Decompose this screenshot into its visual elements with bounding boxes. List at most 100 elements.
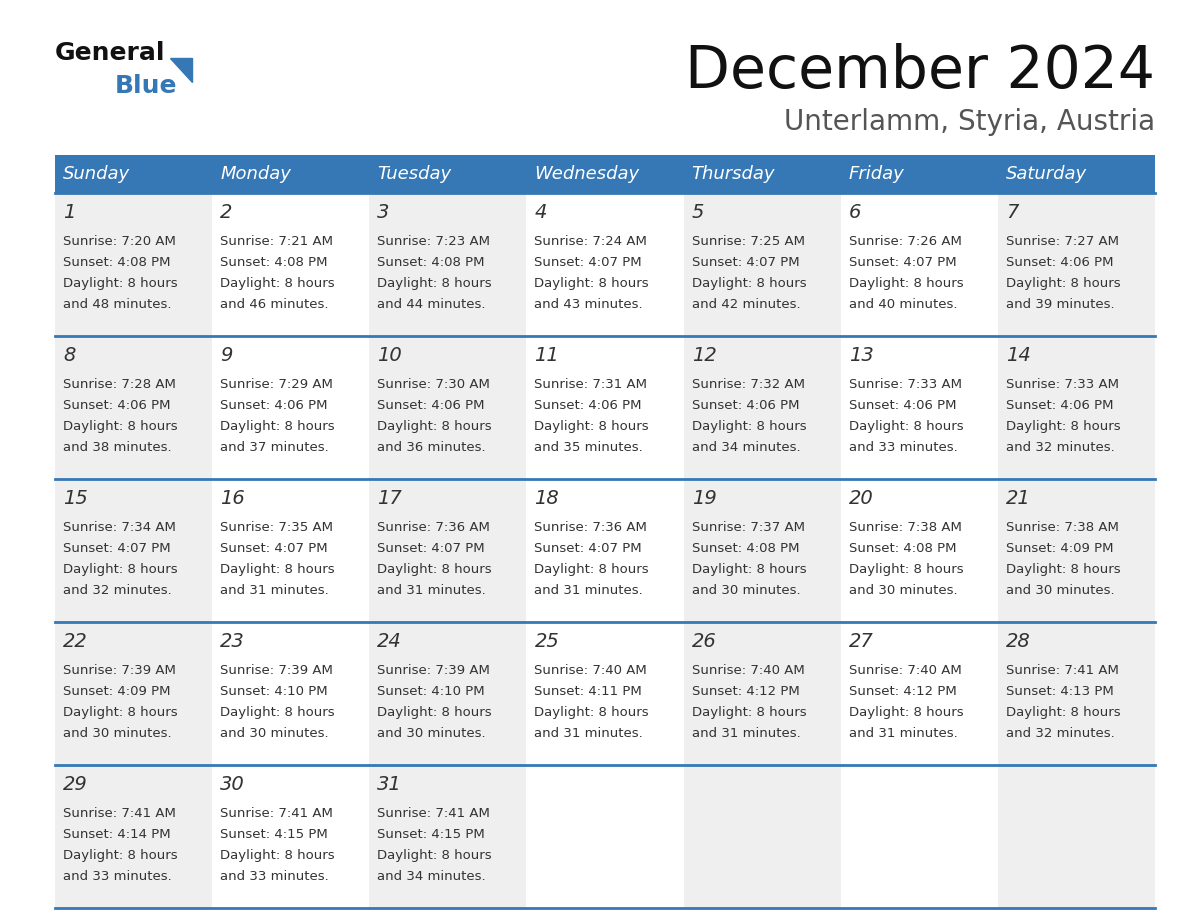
Text: 21: 21 xyxy=(1006,489,1031,508)
Text: Daylight: 8 hours: Daylight: 8 hours xyxy=(535,277,649,290)
Text: and 46 minutes.: and 46 minutes. xyxy=(220,298,329,311)
Text: Sunset: 4:07 PM: Sunset: 4:07 PM xyxy=(63,542,171,555)
Polygon shape xyxy=(170,58,192,82)
Text: Sunrise: 7:32 AM: Sunrise: 7:32 AM xyxy=(691,378,804,391)
Text: Sunrise: 7:30 AM: Sunrise: 7:30 AM xyxy=(378,378,491,391)
Text: 25: 25 xyxy=(535,632,560,651)
Text: 16: 16 xyxy=(220,489,245,508)
Text: Sunrise: 7:41 AM: Sunrise: 7:41 AM xyxy=(1006,664,1119,677)
Bar xyxy=(55,622,213,765)
Text: Daylight: 8 hours: Daylight: 8 hours xyxy=(848,277,963,290)
Text: Sunset: 4:06 PM: Sunset: 4:06 PM xyxy=(535,399,642,412)
Bar xyxy=(683,336,841,479)
Bar xyxy=(683,765,841,908)
Text: and 31 minutes.: and 31 minutes. xyxy=(848,727,958,740)
Bar xyxy=(841,622,998,765)
Text: Daylight: 8 hours: Daylight: 8 hours xyxy=(63,849,178,862)
Text: Sunset: 4:15 PM: Sunset: 4:15 PM xyxy=(220,828,328,841)
Text: and 31 minutes.: and 31 minutes. xyxy=(535,584,643,597)
Bar xyxy=(841,193,998,336)
Text: Sunrise: 7:27 AM: Sunrise: 7:27 AM xyxy=(1006,235,1119,248)
Text: Sunrise: 7:35 AM: Sunrise: 7:35 AM xyxy=(220,521,333,534)
Text: Daylight: 8 hours: Daylight: 8 hours xyxy=(220,849,335,862)
Text: Sunset: 4:08 PM: Sunset: 4:08 PM xyxy=(848,542,956,555)
Text: and 36 minutes.: and 36 minutes. xyxy=(378,441,486,454)
Bar xyxy=(526,479,683,622)
Text: Daylight: 8 hours: Daylight: 8 hours xyxy=(1006,706,1120,719)
Text: Sunset: 4:08 PM: Sunset: 4:08 PM xyxy=(378,256,485,269)
Bar xyxy=(369,336,526,479)
Bar xyxy=(213,155,369,193)
Text: Sunrise: 7:34 AM: Sunrise: 7:34 AM xyxy=(63,521,176,534)
Text: and 31 minutes.: and 31 minutes. xyxy=(535,727,643,740)
Bar xyxy=(55,155,213,193)
Text: 17: 17 xyxy=(378,489,402,508)
Text: Sunset: 4:06 PM: Sunset: 4:06 PM xyxy=(848,399,956,412)
Text: and 44 minutes.: and 44 minutes. xyxy=(378,298,486,311)
Bar xyxy=(526,193,683,336)
Text: and 32 minutes.: and 32 minutes. xyxy=(1006,727,1114,740)
Bar xyxy=(841,336,998,479)
Text: and 33 minutes.: and 33 minutes. xyxy=(63,870,172,883)
Text: and 34 minutes.: and 34 minutes. xyxy=(378,870,486,883)
Text: and 42 minutes.: and 42 minutes. xyxy=(691,298,801,311)
Text: and 43 minutes.: and 43 minutes. xyxy=(535,298,643,311)
Text: Sunrise: 7:25 AM: Sunrise: 7:25 AM xyxy=(691,235,804,248)
Text: Sunset: 4:07 PM: Sunset: 4:07 PM xyxy=(220,542,328,555)
Text: Sunset: 4:07 PM: Sunset: 4:07 PM xyxy=(535,256,642,269)
Bar xyxy=(369,155,526,193)
Text: 28: 28 xyxy=(1006,632,1031,651)
Text: Sunset: 4:10 PM: Sunset: 4:10 PM xyxy=(378,685,485,698)
Text: Blue: Blue xyxy=(115,74,177,98)
Bar xyxy=(213,336,369,479)
Text: 26: 26 xyxy=(691,632,716,651)
Bar xyxy=(998,479,1155,622)
Text: Sunset: 4:06 PM: Sunset: 4:06 PM xyxy=(1006,256,1113,269)
Text: Sunrise: 7:20 AM: Sunrise: 7:20 AM xyxy=(63,235,176,248)
Text: and 34 minutes.: and 34 minutes. xyxy=(691,441,801,454)
Text: Daylight: 8 hours: Daylight: 8 hours xyxy=(220,563,335,576)
Bar xyxy=(213,193,369,336)
Text: Daylight: 8 hours: Daylight: 8 hours xyxy=(378,277,492,290)
Bar xyxy=(841,479,998,622)
Text: and 33 minutes.: and 33 minutes. xyxy=(848,441,958,454)
Text: and 37 minutes.: and 37 minutes. xyxy=(220,441,329,454)
Bar xyxy=(55,193,213,336)
Text: Daylight: 8 hours: Daylight: 8 hours xyxy=(691,420,807,433)
Text: Sunset: 4:15 PM: Sunset: 4:15 PM xyxy=(378,828,485,841)
Text: 10: 10 xyxy=(378,346,402,365)
Text: 24: 24 xyxy=(378,632,402,651)
Text: Sunset: 4:07 PM: Sunset: 4:07 PM xyxy=(691,256,800,269)
Text: 11: 11 xyxy=(535,346,560,365)
Text: Sunset: 4:06 PM: Sunset: 4:06 PM xyxy=(1006,399,1113,412)
Text: and 32 minutes.: and 32 minutes. xyxy=(1006,441,1114,454)
Text: 3: 3 xyxy=(378,203,390,222)
Bar xyxy=(526,622,683,765)
Text: Sunset: 4:07 PM: Sunset: 4:07 PM xyxy=(378,542,485,555)
Text: Monday: Monday xyxy=(220,165,291,183)
Text: Daylight: 8 hours: Daylight: 8 hours xyxy=(378,563,492,576)
Text: Sunset: 4:12 PM: Sunset: 4:12 PM xyxy=(691,685,800,698)
Bar xyxy=(213,765,369,908)
Text: Sunrise: 7:23 AM: Sunrise: 7:23 AM xyxy=(378,235,491,248)
Bar xyxy=(213,622,369,765)
Text: Sunrise: 7:38 AM: Sunrise: 7:38 AM xyxy=(1006,521,1119,534)
Text: Daylight: 8 hours: Daylight: 8 hours xyxy=(63,563,178,576)
Text: Daylight: 8 hours: Daylight: 8 hours xyxy=(848,563,963,576)
Text: Daylight: 8 hours: Daylight: 8 hours xyxy=(220,706,335,719)
Bar xyxy=(683,622,841,765)
Text: 27: 27 xyxy=(848,632,873,651)
Text: 13: 13 xyxy=(848,346,873,365)
Text: 1: 1 xyxy=(63,203,75,222)
Text: 7: 7 xyxy=(1006,203,1018,222)
Text: and 30 minutes.: and 30 minutes. xyxy=(378,727,486,740)
Text: Sunrise: 7:39 AM: Sunrise: 7:39 AM xyxy=(63,664,176,677)
Text: 22: 22 xyxy=(63,632,88,651)
Text: Daylight: 8 hours: Daylight: 8 hours xyxy=(63,706,178,719)
Text: Daylight: 8 hours: Daylight: 8 hours xyxy=(691,563,807,576)
Text: and 33 minutes.: and 33 minutes. xyxy=(220,870,329,883)
Text: and 30 minutes.: and 30 minutes. xyxy=(691,584,801,597)
Text: 30: 30 xyxy=(220,775,245,794)
Text: and 38 minutes.: and 38 minutes. xyxy=(63,441,171,454)
Bar xyxy=(213,479,369,622)
